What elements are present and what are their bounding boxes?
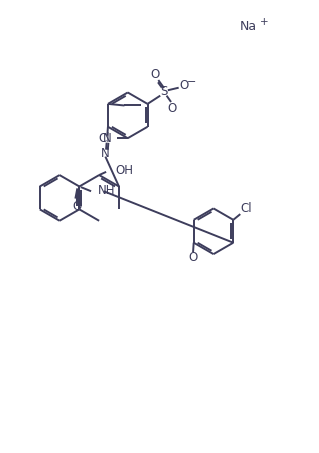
Text: S: S xyxy=(160,85,168,98)
Text: O: O xyxy=(189,251,198,264)
Text: O: O xyxy=(72,200,81,213)
Text: N: N xyxy=(101,147,110,160)
Text: Cl: Cl xyxy=(241,202,252,215)
Text: −: − xyxy=(187,77,196,87)
Text: O: O xyxy=(167,102,177,116)
Text: NH: NH xyxy=(98,184,115,197)
Text: O: O xyxy=(151,68,160,81)
Text: Na: Na xyxy=(240,20,257,33)
Text: Cl: Cl xyxy=(98,132,110,145)
Text: N: N xyxy=(103,132,112,145)
Text: O: O xyxy=(180,79,189,92)
Text: +: + xyxy=(260,17,269,27)
Text: OH: OH xyxy=(115,164,133,177)
